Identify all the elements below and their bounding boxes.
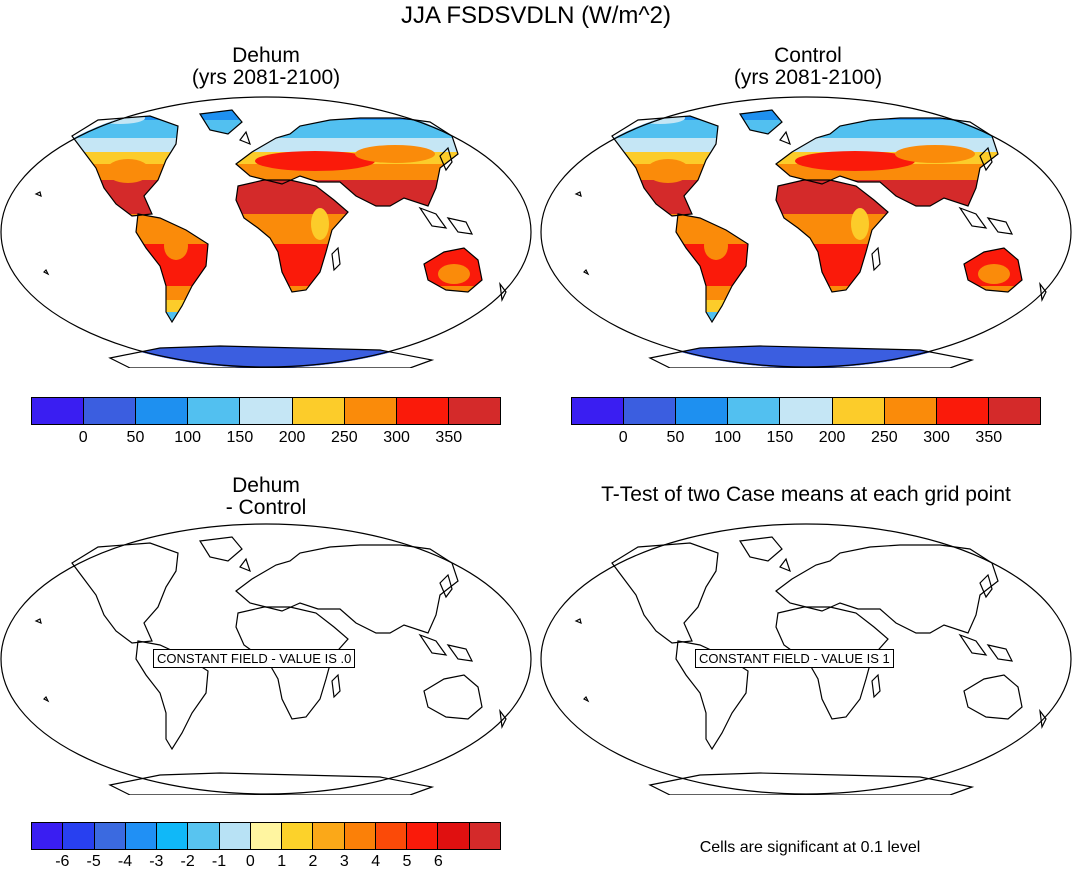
- colorbar-swatch: [407, 823, 439, 849]
- colorbar-diff: [31, 822, 501, 850]
- panel-title-diff: Dehum - Control: [66, 475, 466, 519]
- colorbar-swatch: [32, 823, 64, 849]
- colorbar-tick-label: 100: [174, 429, 202, 446]
- colorbar-swatch: [572, 398, 625, 424]
- colorbar-tick-label: 0: [245, 853, 255, 870]
- colorbar-swatch: [250, 823, 283, 849]
- colorbar-tick-label: 150: [766, 429, 794, 446]
- colorbar-tick-label: 0: [78, 429, 88, 446]
- colorbar-swatch: [988, 398, 1040, 424]
- colorbar-swatch: [832, 398, 885, 424]
- colorbar-swatch: [125, 823, 158, 849]
- colorbar-swatch: [936, 398, 989, 424]
- colorbar-swatch: [219, 823, 251, 849]
- colorbar-swatch: [396, 398, 449, 424]
- colorbar-tick-label: -4: [117, 853, 133, 870]
- main-title: JJA FSDSVDLN (W/m^2): [401, 2, 671, 29]
- constant-field-label-ttest: CONSTANT FIELD - VALUE IS 1: [695, 649, 894, 668]
- colorbar-tick-label: -5: [86, 853, 101, 870]
- colorbar-tick-label: 200: [818, 429, 846, 446]
- panel-title-dehum-line1: Dehum: [232, 44, 300, 67]
- colorbar-tick-label: -3: [149, 853, 164, 870]
- colorbar-tick-label: 4: [371, 853, 381, 870]
- colorbar-swatch: [438, 823, 470, 849]
- colorbar-swatch: [676, 398, 729, 424]
- colorbar-tick-label: -1: [211, 853, 227, 870]
- map-dehum: [0, 96, 532, 368]
- colorbar-swatch: [313, 823, 345, 849]
- panel-title-dehum-line2: (yrs 2081-2100): [191, 66, 341, 89]
- colorbar-swatch: [136, 398, 189, 424]
- panel-title-control: Control (yrs 2081-2100): [608, 45, 1008, 89]
- panel-title-ttest: T-Test of two Case means at each grid po…: [601, 483, 1011, 506]
- colorbar-swatch: [63, 823, 95, 849]
- colorbar-swatch: [157, 823, 189, 849]
- colorbar-swatch: [344, 398, 397, 424]
- colorbar-swatch: [84, 398, 137, 424]
- panel-title-control-line1: Control: [774, 44, 842, 67]
- colorbar-swatch: [282, 823, 314, 849]
- colorbar-tick-label: 50: [126, 429, 145, 446]
- colorbar-tick-label: 3: [339, 853, 349, 870]
- colorbar-swatch: [624, 398, 677, 424]
- colorbar-swatch: [344, 823, 376, 849]
- colorbar-diff-labels: -6 -5 -4 -3 -2 -1 0 1 2 3 4 5 6: [31, 853, 501, 873]
- colorbar-tick-label: 0: [618, 429, 628, 446]
- colorbar-tick-label: -2: [180, 853, 195, 870]
- colorbar-swatch: [884, 398, 937, 424]
- panel-title-diff-line2: - Control: [225, 496, 307, 519]
- colorbar-dehum: [31, 397, 501, 425]
- colorbar-tick-label: 350: [975, 429, 1003, 446]
- colorbar-tick-label: 150: [226, 429, 254, 446]
- colorbar-tick-label: 5: [402, 853, 412, 870]
- colorbar-swatch: [780, 398, 833, 424]
- colorbar-control: [571, 397, 1041, 425]
- colorbar-swatch: [94, 823, 126, 849]
- colorbar-dehum-labels: 0 50 100 150 200 250 300 350: [31, 429, 501, 449]
- colorbar-tick-label: 6: [433, 853, 443, 870]
- colorbar-swatch: [188, 398, 241, 424]
- constant-field-label-diff: CONSTANT FIELD - VALUE IS .0: [153, 649, 356, 668]
- colorbar-tick-label: 300: [383, 429, 410, 446]
- colorbar-control-labels: 0 50 100 150 200 250 300 350: [571, 429, 1041, 449]
- colorbar-swatch: [448, 398, 500, 424]
- colorbar-tick-label: 300: [923, 429, 950, 446]
- colorbar-tick-label: 100: [714, 429, 742, 446]
- map-control: [540, 96, 1072, 368]
- colorbar-swatch: [188, 823, 220, 849]
- colorbar-tick-label: -6: [55, 853, 70, 870]
- colorbar-swatch: [292, 398, 345, 424]
- colorbar-tick-label: 1: [277, 853, 287, 870]
- panel-title-diff-line1: Dehum: [232, 474, 300, 497]
- colorbar-swatch: [240, 398, 293, 424]
- colorbar-swatch: [375, 823, 408, 849]
- colorbar-tick-label: 2: [308, 853, 318, 870]
- colorbar-swatch: [728, 398, 781, 424]
- significance-note: Cells are significant at 0.1 level: [699, 839, 921, 856]
- colorbar-tick-label: 250: [330, 429, 358, 446]
- colorbar-swatch: [469, 823, 500, 849]
- colorbar-tick-label: 350: [435, 429, 463, 446]
- panel-title-control-line2: (yrs 2081-2100): [733, 66, 883, 89]
- colorbar-tick-label: 200: [278, 429, 306, 446]
- colorbar-tick-label: 250: [870, 429, 898, 446]
- panel-title-dehum: Dehum (yrs 2081-2100): [66, 45, 466, 89]
- colorbar-tick-label: 50: [666, 429, 685, 446]
- colorbar-swatch: [32, 398, 85, 424]
